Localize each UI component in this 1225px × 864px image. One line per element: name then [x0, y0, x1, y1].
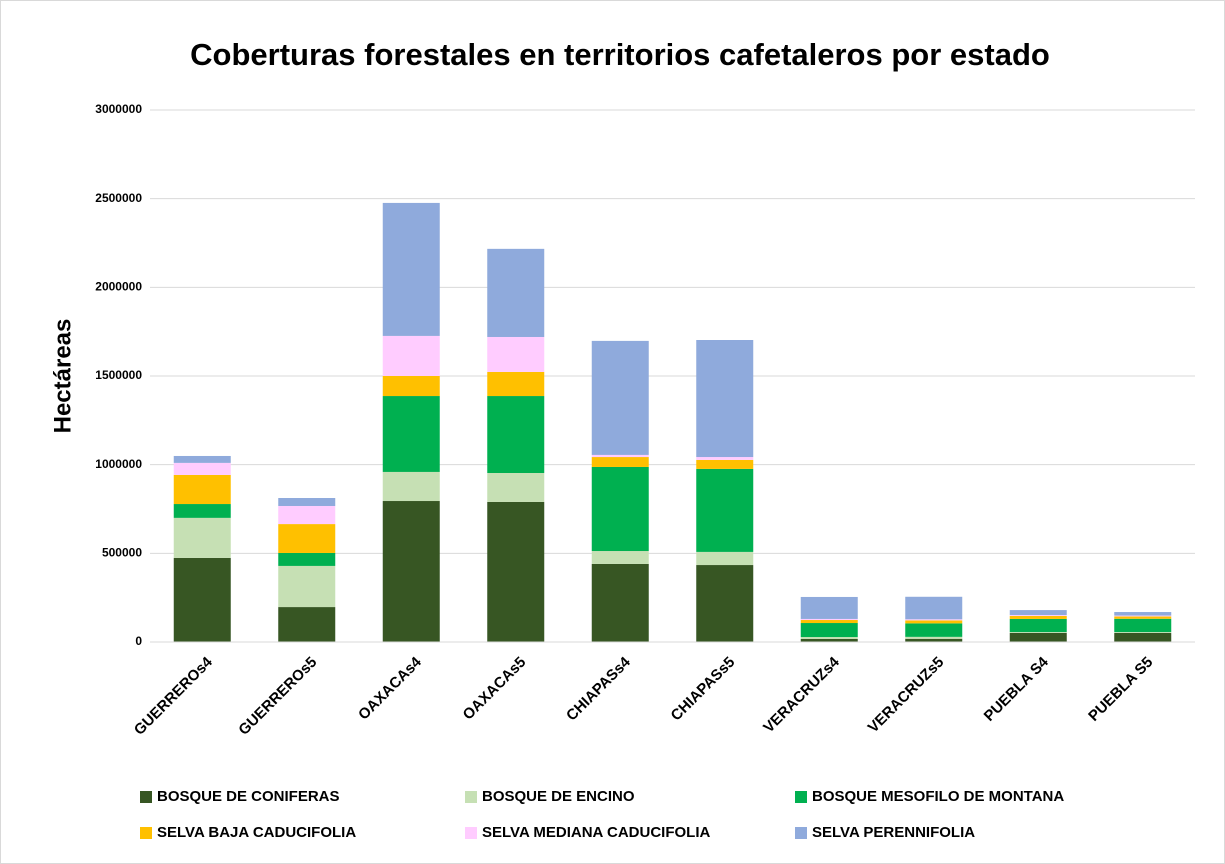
bar-segment: [1009, 632, 1067, 633]
bar-segment: [800, 596, 858, 619]
chart-title: Coberturas forestales en territorios caf…: [190, 37, 1050, 72]
bar-segment: [591, 457, 649, 467]
bar-segment: [487, 371, 545, 397]
legend-label: BOSQUE DE ENCINO: [482, 788, 635, 805]
bar-segment: [278, 524, 336, 553]
bar-segment: [487, 396, 545, 474]
bar-segment: [591, 563, 649, 642]
bar-segment: [591, 340, 649, 455]
legend-label: SELVA BAJA CADUCIFOLIA: [157, 824, 356, 841]
legend-label: SELVA MEDIANA CADUCIFOLIA: [482, 824, 710, 841]
bar-segment: [905, 623, 963, 637]
bar-segment: [800, 637, 858, 639]
bar-segment: [591, 466, 649, 552]
bar-segment: [382, 376, 440, 397]
bar-segment: [1009, 632, 1067, 642]
bar-segment: [278, 552, 336, 566]
bar-segment: [905, 619, 963, 621]
legend-swatch: [465, 791, 477, 803]
bar-segment: [382, 501, 440, 642]
bar-segment: [173, 474, 231, 505]
bar-segment: [487, 336, 545, 372]
bar-segment: [696, 459, 754, 469]
bar-segment: [382, 335, 440, 376]
bar-segment: [1009, 610, 1067, 616]
bar-segment: [173, 517, 231, 558]
legend-swatch: [140, 791, 152, 803]
bar-segment: [591, 454, 649, 458]
bar-segment: [278, 498, 336, 506]
y-tick-label: 2000000: [95, 280, 142, 294]
legend-label: BOSQUE DE CONIFERAS: [157, 788, 340, 805]
bar-segment: [1114, 616, 1172, 619]
bar-segment: [905, 638, 963, 642]
bar-segment: [1114, 632, 1172, 633]
bar-segment: [1009, 615, 1067, 619]
legend-swatch: [795, 791, 807, 803]
y-tick-label: 0: [135, 634, 142, 648]
bar-segment: [905, 636, 963, 639]
bar-segment: [696, 340, 754, 458]
bar-segment: [800, 638, 858, 642]
bar-segment: [382, 202, 440, 336]
bar-segment: [905, 596, 963, 620]
bar-segment: [278, 607, 336, 642]
bar-segment: [1114, 632, 1172, 642]
bar-segment: [173, 462, 231, 475]
bar-segment: [1009, 618, 1067, 633]
y-tick-label: 3000000: [95, 102, 142, 116]
legend-swatch: [140, 827, 152, 839]
bar-segment: [1114, 612, 1172, 616]
bar-segment: [696, 457, 754, 460]
y-tick-label: 2500000: [95, 191, 142, 205]
bar-segment: [278, 505, 336, 525]
bar-segment: [800, 620, 858, 624]
legend-label: SELVA PERENNIFOLIA: [812, 824, 975, 841]
bar-segment: [696, 551, 754, 566]
bar-segment: [173, 557, 231, 642]
bar-segment: [487, 501, 545, 642]
bar-segment: [696, 468, 754, 552]
legend-label: BOSQUE MESOFILO DE MONTANA: [812, 788, 1064, 805]
bar-segment: [696, 565, 754, 642]
bar-segment: [905, 620, 963, 624]
bar-segment: [800, 623, 858, 638]
y-tick-label: 1000000: [95, 457, 142, 471]
bar-segment: [800, 618, 858, 621]
bar-segment: [1114, 618, 1172, 633]
y-axis-title: Hectáreas: [49, 319, 76, 434]
bar-segment: [173, 504, 231, 518]
legend-swatch: [795, 827, 807, 839]
bar-segment: [487, 473, 545, 502]
bar-segment: [1009, 615, 1067, 616]
legend-swatch: [465, 827, 477, 839]
bar-segment: [487, 248, 545, 337]
y-tick-label: 1500000: [95, 368, 142, 382]
bar-segment: [591, 551, 649, 564]
bar-segment: [173, 455, 231, 463]
bar-segment: [382, 396, 440, 472]
bar-segment: [278, 565, 336, 608]
bar-segment: [1114, 615, 1172, 617]
y-tick-label: 500000: [102, 546, 142, 560]
bar-segment: [382, 471, 440, 502]
